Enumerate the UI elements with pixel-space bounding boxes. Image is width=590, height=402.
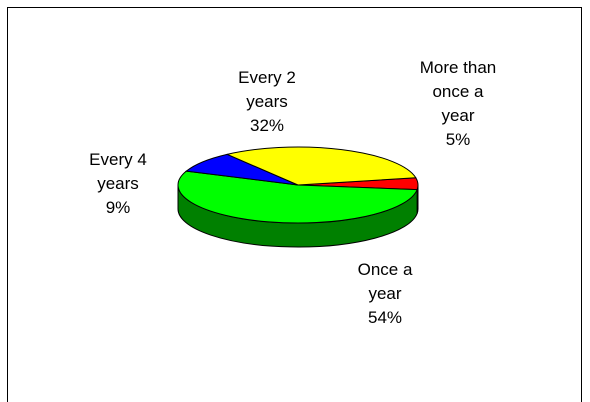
slice-label-line: More than: [419, 58, 497, 77]
slice-label-line: Every 2: [238, 68, 296, 87]
slice-label-line: 54%: [367, 308, 403, 327]
slice-label-line: 9%: [105, 198, 131, 217]
slice-label-line: year: [441, 106, 475, 125]
slice-label: Once a year 54%: [340, 258, 430, 330]
pie-slice: [177, 170, 418, 224]
slice-label: More than once a year 5%: [398, 56, 518, 152]
slice-label-line: year: [368, 284, 402, 303]
slice-label-line: Once a: [357, 260, 413, 279]
slice-label: Every 4 years 9%: [78, 148, 158, 220]
slice-label-line: years: [246, 92, 288, 111]
slice-label-line: once a: [432, 82, 484, 101]
slice-label: Every 2 years 32%: [222, 66, 312, 138]
slice-label-line: years: [97, 174, 139, 193]
slice-label-line: 32%: [249, 116, 285, 135]
pie-slice: [225, 146, 417, 186]
slice-label-line: Every 4: [89, 150, 147, 169]
slice-label-line: 5%: [445, 130, 471, 149]
chart-frame: [7, 7, 582, 402]
